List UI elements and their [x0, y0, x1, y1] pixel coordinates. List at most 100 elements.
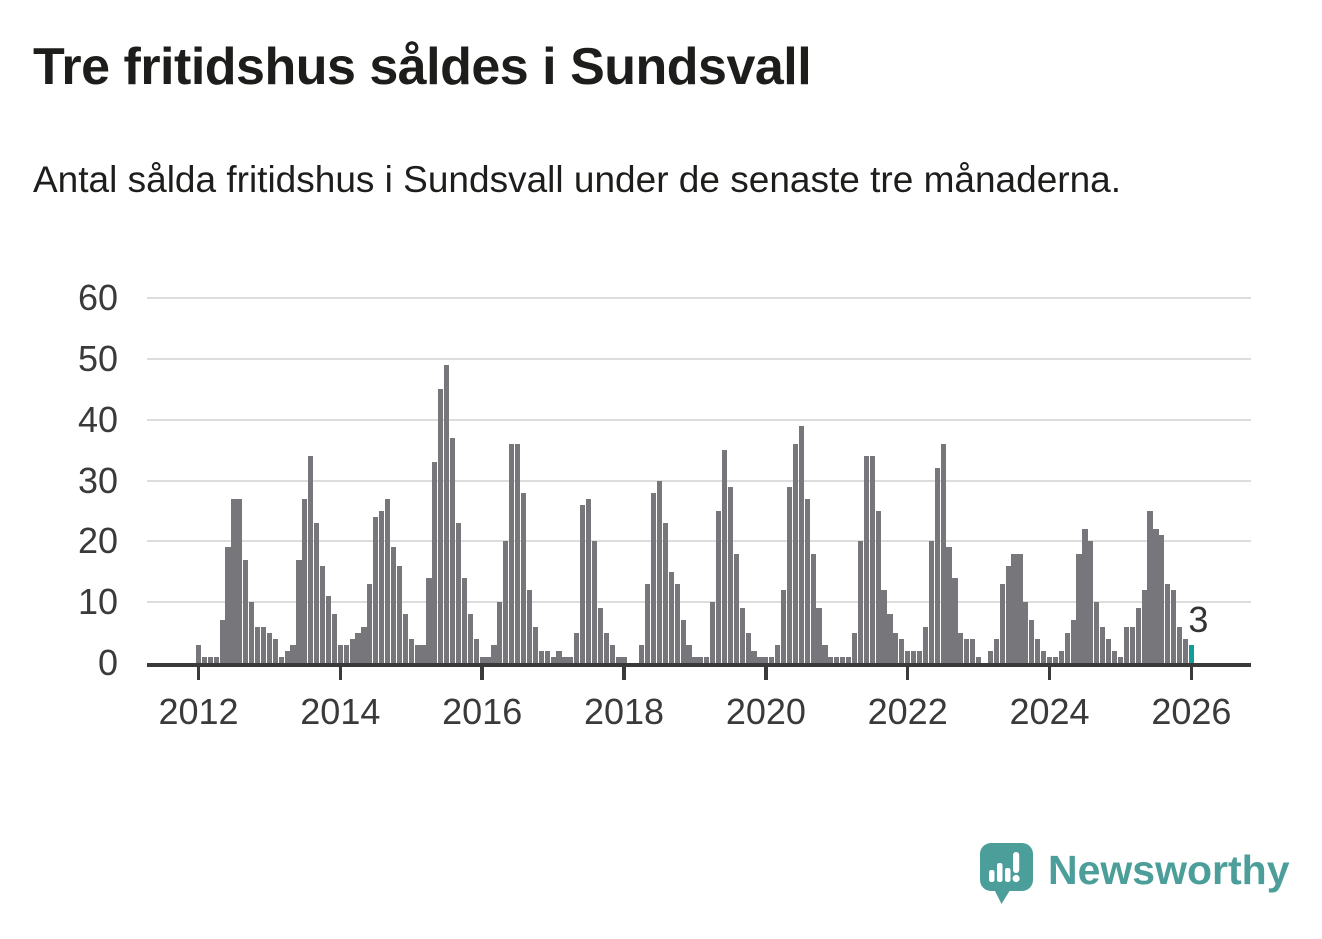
bar [544, 650, 550, 663]
bar [721, 450, 728, 663]
bar [940, 444, 946, 663]
bar [237, 498, 243, 663]
bar [603, 632, 609, 663]
bar [1023, 602, 1029, 663]
bar [1100, 626, 1106, 663]
bar [863, 456, 869, 663]
bar [763, 656, 769, 663]
bar [804, 498, 810, 663]
x-axis-label: 2016 [442, 691, 523, 732]
x-axis-tick [1189, 667, 1194, 680]
bar [343, 644, 349, 663]
bar [580, 504, 586, 663]
bar [1029, 620, 1035, 663]
x-axis-label: 2012 [158, 691, 239, 732]
gridline [147, 601, 1251, 604]
bar [686, 644, 692, 663]
bar [964, 638, 970, 663]
bar [1094, 602, 1100, 663]
x-axis-tick [196, 667, 201, 680]
bar [373, 517, 379, 663]
bar [650, 492, 657, 663]
x-axis-tick [622, 667, 626, 680]
bar [1123, 626, 1129, 663]
bar [739, 608, 745, 663]
bar [733, 553, 739, 663]
bar [479, 656, 485, 663]
x-axis-tick [764, 667, 768, 680]
bar [1159, 535, 1165, 663]
bar [1106, 638, 1112, 663]
bar [1035, 638, 1041, 663]
bar [597, 608, 603, 663]
bar [402, 614, 408, 663]
gridline [147, 540, 1251, 543]
bar [520, 492, 527, 663]
gridline [147, 418, 1251, 421]
x-axis-label: 2024 [1009, 691, 1090, 732]
bar [710, 602, 716, 663]
bar [574, 632, 580, 663]
highlighted-bar [1188, 644, 1194, 663]
bar [928, 541, 934, 663]
page-title: Tre fritidshus såldes i Sundsvall [33, 38, 812, 96]
bar [284, 650, 290, 663]
bar [645, 583, 651, 663]
bar [414, 644, 420, 663]
bar [775, 644, 781, 663]
bar [302, 498, 308, 663]
bar [438, 389, 444, 663]
bar [1046, 656, 1053, 663]
bar [444, 364, 450, 663]
bar [1011, 553, 1017, 663]
bar [367, 583, 373, 663]
bar [467, 614, 473, 663]
bar [715, 510, 722, 663]
bar [1005, 565, 1011, 663]
bar [509, 444, 515, 663]
bar [491, 644, 497, 663]
bar [656, 480, 663, 663]
bar [1171, 590, 1177, 663]
bar [1182, 638, 1189, 663]
newsworthy-logo: Newsworthy [980, 843, 1290, 904]
bar [201, 656, 207, 663]
bar [225, 547, 231, 663]
bar [976, 656, 982, 663]
bar [455, 523, 462, 663]
bar [875, 510, 881, 663]
bar [840, 656, 846, 663]
bar [828, 656, 834, 663]
bar [698, 656, 704, 663]
bar [846, 656, 852, 663]
bar [325, 596, 332, 663]
bar [591, 541, 598, 663]
bar [745, 632, 751, 663]
bar [278, 656, 284, 663]
bar [461, 577, 468, 663]
bar [751, 650, 757, 663]
bar [857, 541, 863, 663]
bar [1111, 650, 1118, 663]
gridline [147, 297, 1251, 300]
bar [195, 644, 202, 663]
bar [851, 632, 858, 663]
bar [320, 565, 326, 663]
y-axis-label: 30 [77, 459, 118, 501]
bar [550, 656, 556, 663]
bar [615, 656, 621, 663]
bar [361, 626, 367, 663]
bar [1058, 650, 1064, 663]
bar [1052, 656, 1059, 663]
bar [680, 620, 686, 663]
x-axis-tick [1047, 667, 1052, 680]
bar [255, 626, 261, 663]
bar [562, 656, 568, 663]
bar [243, 559, 249, 663]
bar [946, 547, 952, 663]
x-axis-label: 2022 [867, 691, 948, 732]
bar [308, 456, 314, 663]
bar [532, 626, 538, 663]
bar [970, 638, 976, 663]
bar [905, 650, 911, 663]
